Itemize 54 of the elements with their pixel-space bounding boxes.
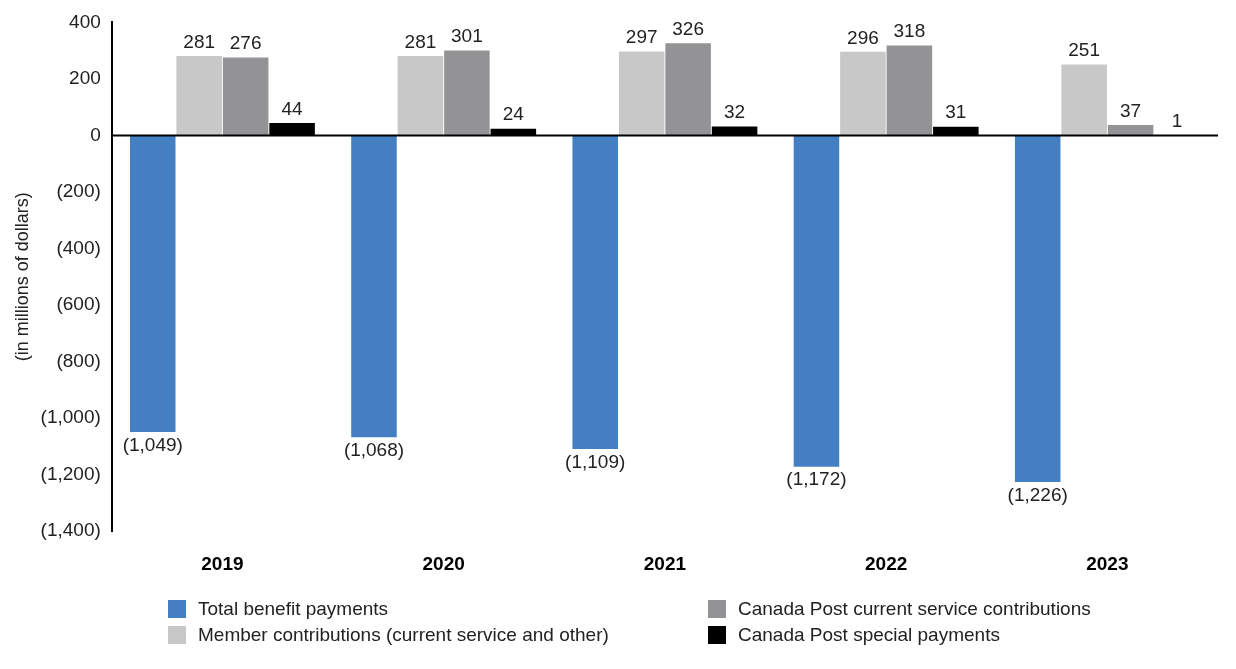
- legend-label: Total benefit payments: [198, 598, 389, 620]
- data-label: (1,172): [786, 468, 847, 490]
- x-tick-label: 2022: [865, 552, 908, 574]
- data-label: 297: [625, 26, 658, 48]
- y-tick-label: (1,000): [40, 406, 101, 428]
- data-label: 318: [893, 20, 926, 42]
- y-tick-label: (1,400): [40, 519, 101, 541]
- bar: [1014, 135, 1061, 483]
- bar: [618, 51, 665, 136]
- data-label: 281: [404, 30, 437, 52]
- bar: [222, 57, 269, 136]
- data-label: 24: [502, 103, 525, 125]
- data-label: (1,068): [343, 439, 405, 461]
- legend-label: Member contributions (current service and other): [198, 624, 609, 646]
- data-label: 1: [1171, 109, 1183, 131]
- bar: [793, 135, 840, 467]
- data-label: 281: [183, 30, 216, 52]
- data-label: 31: [945, 101, 967, 123]
- bar: [840, 51, 886, 136]
- bar: [665, 43, 711, 136]
- data-label: (1,049): [122, 433, 183, 455]
- data-label: 32: [724, 101, 746, 123]
- y-tick-label: 400: [69, 10, 101, 32]
- bar: [572, 135, 618, 449]
- y-tick-label: (1,200): [40, 462, 101, 484]
- x-tick-label: 2021: [643, 552, 687, 574]
- x-tick-label: 2020: [422, 552, 465, 574]
- y-tick-label: (200): [56, 180, 101, 202]
- x-tick-label: 2023: [1086, 552, 1129, 574]
- legend-label: Canada Post special payments: [738, 624, 1000, 646]
- data-label: 37: [1120, 99, 1142, 121]
- bar: [444, 50, 490, 136]
- bar: [1061, 64, 1107, 136]
- bar: [176, 56, 222, 136]
- data-label: (1,109): [565, 450, 626, 472]
- bar: [886, 45, 933, 136]
- data-label: 44: [281, 97, 304, 119]
- bar: [129, 135, 176, 432]
- y-axis-title: (in millions of dollars): [11, 192, 32, 362]
- y-tick-label: (600): [56, 293, 101, 315]
- data-label: (1,226): [1007, 483, 1068, 505]
- y-tick-label: (800): [56, 349, 101, 371]
- x-tick-label: 2019: [201, 552, 244, 574]
- data-label: 276: [229, 32, 262, 54]
- y-tick-label: 0: [90, 123, 101, 145]
- data-label: 251: [1068, 39, 1100, 61]
- data-label: 326: [672, 18, 704, 40]
- legend-label: Canada Post current service contributions: [738, 598, 1091, 620]
- data-label: 301: [451, 25, 483, 47]
- y-tick-label: 200: [69, 67, 101, 89]
- bar: [397, 56, 444, 136]
- data-label: 296: [847, 26, 879, 48]
- bar: [351, 135, 397, 438]
- y-tick-label: (400): [56, 236, 101, 258]
